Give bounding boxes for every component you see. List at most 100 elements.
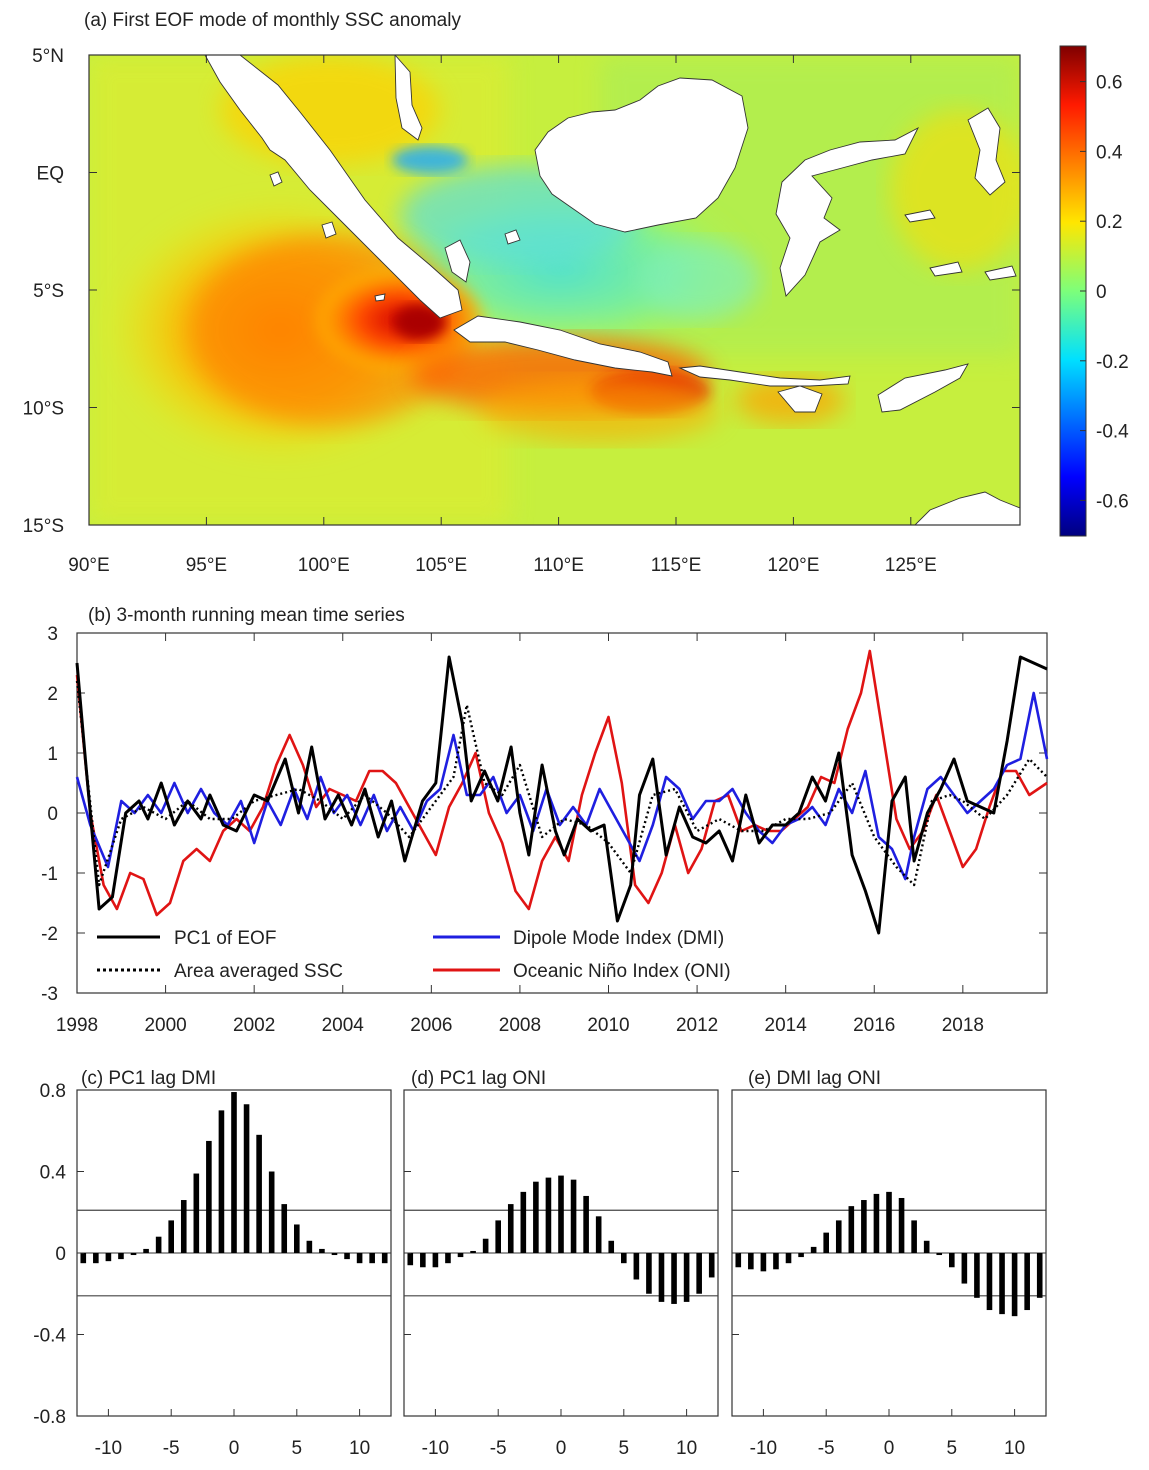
panel-e: (e) DMI lag ONI -10 -5 0 5 10: [731, 1068, 1047, 1459]
bar: [633, 1253, 640, 1280]
bar: [206, 1140, 212, 1253]
belitung: [504, 229, 521, 245]
bar-y-tick-label: 0.8: [40, 1081, 66, 1102]
bar: [193, 1173, 200, 1253]
map-ticks: [88, 54, 1020, 526]
bar: [105, 1253, 112, 1262]
sulawesi: [775, 126, 920, 297]
x-tick-label: 0: [229, 1438, 240, 1459]
bar: [130, 1253, 137, 1256]
panel-e-title: (e) DMI lag ONI: [748, 1068, 881, 1089]
x-tick-label: -5: [163, 1438, 180, 1459]
legend: PC1 of EOF Area averaged SSC Dipole Mode…: [97, 928, 731, 982]
panel-c: (c) PC1 lag DMI -10 -5 0 5 10: [76, 1068, 392, 1459]
colorbar-label: -0.4: [1096, 422, 1129, 443]
bar: [445, 1253, 451, 1264]
bar: [180, 1200, 187, 1253]
bar: [1024, 1253, 1030, 1311]
legend-label-ssc: Area averaged SSC: [174, 961, 343, 982]
bar: [356, 1253, 363, 1264]
panel-d-title: (d) PC1 lag ONI: [411, 1068, 546, 1089]
panel-a: (a) First EOF mode of monthly SSC anomal…: [23, 10, 1130, 576]
bar: [268, 1171, 275, 1253]
y-tick-label: 0: [47, 804, 58, 825]
legend-label-pc1: PC1 of EOF: [174, 928, 276, 949]
sumatra: [204, 55, 463, 319]
mentawai-island: [321, 221, 337, 239]
bar: [823, 1232, 829, 1253]
australia-coast: [914, 491, 1020, 525]
legend-label-dmi: Dipole Mode Index (DMI): [513, 928, 724, 949]
bar: [344, 1253, 350, 1260]
x-tick-label: -10: [750, 1438, 777, 1459]
timeseries-lines: [75, 649, 1049, 935]
bar: [432, 1253, 439, 1268]
y-tick-label: -1: [41, 864, 58, 885]
bar: [420, 1253, 426, 1268]
panel-b-title: (b) 3-month running mean time series: [88, 605, 405, 626]
lon-label: 105°E: [415, 555, 467, 576]
bar: [621, 1253, 627, 1264]
bar: [306, 1240, 313, 1253]
bar: [760, 1253, 767, 1272]
seram: [984, 265, 1017, 281]
legend-label-oni: Oceanic Niño Index (ONI): [513, 961, 731, 982]
x-tick-label: 10: [349, 1438, 370, 1459]
bar: [470, 1250, 476, 1253]
bar: [570, 1179, 577, 1253]
bar: [231, 1092, 237, 1253]
lon-label: 125°E: [885, 555, 937, 576]
bar-y-labels: 0.8 0.4 0 -0.4 -0.8: [33, 1081, 66, 1428]
bar: [1036, 1253, 1043, 1298]
bar: [898, 1197, 905, 1253]
panel-a-title: (a) First EOF mode of monthly SSC anomal…: [84, 10, 461, 31]
x-tick-label: 2012: [676, 1015, 718, 1036]
bar: [143, 1248, 149, 1253]
x-tick-label: -5: [490, 1438, 507, 1459]
dmi-line: [75, 691, 1049, 881]
y-tick-label: 3: [47, 624, 58, 645]
colorbar-label: 0: [1096, 282, 1107, 303]
timeseries-frame: [76, 632, 1048, 994]
colorbar-label: -0.2: [1096, 352, 1129, 373]
bar: [886, 1191, 892, 1253]
bar: [949, 1253, 955, 1268]
x-tick-label: 5: [292, 1438, 303, 1459]
x-tick-label: 2016: [853, 1015, 895, 1036]
x-tick-label: 2010: [587, 1015, 629, 1036]
lon-label: 90°E: [68, 555, 109, 576]
lat-label: 10°S: [23, 399, 64, 420]
x-tick-label: -10: [95, 1438, 122, 1459]
bar: [773, 1253, 779, 1270]
bar-y-tick-label: 0: [55, 1244, 66, 1265]
x-tick-label: 2018: [942, 1015, 984, 1036]
latitude-labels: 5°N EQ 5°S 10°S 15°S: [23, 46, 64, 537]
colorbar-label: 0.4: [1096, 142, 1123, 163]
y-tick-label: -2: [41, 924, 58, 945]
java: [453, 315, 673, 377]
timor: [877, 363, 969, 413]
bar: [810, 1246, 817, 1253]
bar: [583, 1195, 589, 1253]
bar: [595, 1216, 602, 1253]
bar: [683, 1253, 690, 1302]
bar: [520, 1191, 527, 1253]
bar: [80, 1253, 87, 1264]
timeseries-ticks: 3 2 1 0 -1 -2 -3 1998 2000 2002 2004 2006 2008 2010 20…: [41, 624, 1047, 1036]
bar: [507, 1204, 514, 1253]
bar: [748, 1253, 754, 1270]
lon-label: 110°E: [533, 555, 584, 576]
bar: [658, 1253, 665, 1302]
bar: [381, 1253, 388, 1264]
bar: [482, 1238, 489, 1253]
bar: [1011, 1253, 1018, 1317]
borneo: [534, 77, 749, 233]
y-tick-label: 2: [47, 684, 58, 705]
bar: [671, 1253, 677, 1304]
y-tick-label: -3: [41, 984, 58, 1005]
bar: [533, 1181, 539, 1253]
bar: [974, 1253, 980, 1298]
bar: [848, 1206, 855, 1253]
bar: [785, 1253, 792, 1264]
